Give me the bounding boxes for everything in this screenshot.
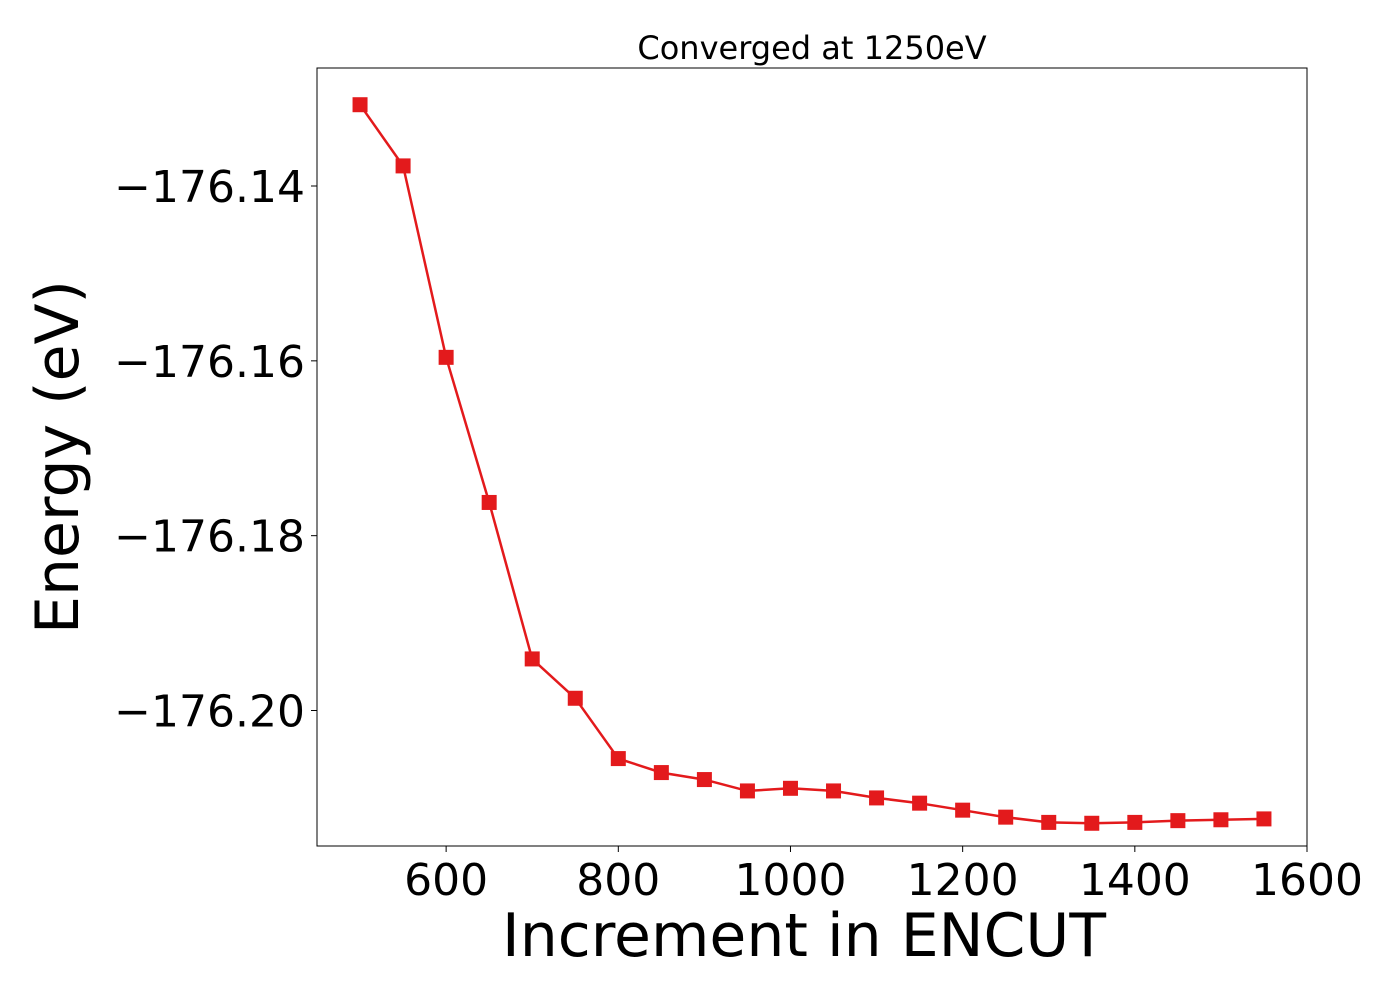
data-point-marker: [912, 795, 928, 811]
data-point-marker: [1170, 813, 1186, 829]
data-point-marker: [352, 97, 368, 113]
data-point-marker: [696, 772, 712, 788]
data-point-marker: [955, 802, 971, 818]
chart-title: Converged at 1250eV: [637, 29, 986, 67]
series-line: [358, 103, 1265, 825]
x-tick-label: 1200: [907, 855, 1019, 906]
data-point-marker: [998, 809, 1014, 825]
data-point-marker: [481, 494, 497, 510]
data-point-marker: [1041, 814, 1057, 830]
data-point-marker: [438, 349, 454, 365]
x-tick-label: 1000: [734, 855, 846, 906]
y-axis-ticks: −176.14 −176.16 −176.18 −176.20: [114, 162, 317, 738]
data-point-marker: [653, 765, 669, 781]
x-axis-label: Increment in ENCUT: [502, 901, 1106, 971]
x-tick-label: 600: [404, 855, 488, 906]
data-point-marker: [1127, 814, 1143, 830]
data-point-marker: [869, 790, 885, 806]
y-axis-label: Energy (eV): [23, 280, 93, 634]
data-point-marker: [1213, 812, 1229, 828]
y-tick-label: −176.16: [114, 337, 305, 388]
data-point-marker: [1084, 815, 1100, 831]
data-point-marker: [1256, 811, 1272, 827]
data-point-marker: [826, 783, 842, 799]
data-point-marker: [395, 158, 411, 174]
data-point-marker: [567, 690, 583, 706]
x-tick-label: 800: [576, 855, 660, 906]
plot-area-frame: [316, 67, 1308, 847]
x-tick-label: 1600: [1251, 855, 1363, 906]
x-tick-label: 1400: [1079, 855, 1191, 906]
series-layer: [352, 97, 1272, 831]
y-tick-label: −176.18: [114, 512, 305, 563]
data-point-marker: [610, 751, 626, 767]
y-tick-label: −176.14: [114, 162, 305, 213]
y-tick-label: −176.20: [114, 687, 305, 738]
x-axis-ticks: 600 800 1000 1200 1400 1600: [404, 846, 1363, 906]
data-point-marker: [524, 651, 540, 667]
data-point-marker: [782, 780, 798, 796]
data-point-marker: [739, 783, 755, 799]
